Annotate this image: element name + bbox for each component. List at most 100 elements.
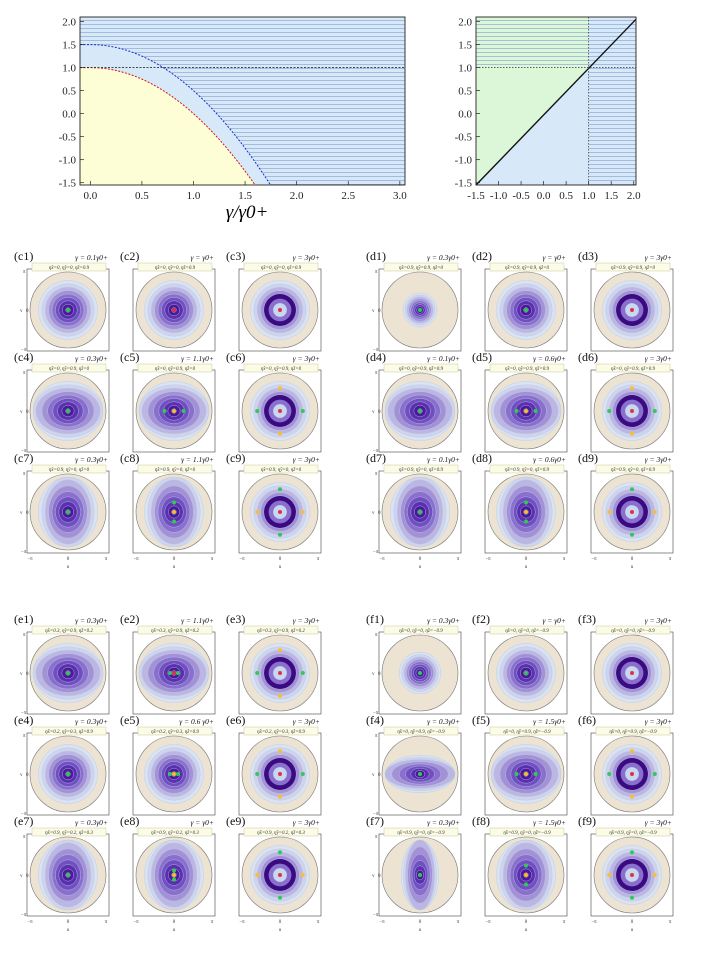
panel-label: (d9): [578, 451, 598, 465]
eta-label: η̃x=0, η̃y=0.9, η̃z=0.9: [505, 367, 549, 372]
zero-tick-v: 0: [26, 511, 29, 516]
neg-pi-tick-u: −π: [591, 557, 597, 562]
panel-group-e: (e1) γ = 0.3γ0+ η̃x=0.3, η̃y=0.9, η̃z=0.2 v…: [14, 612, 322, 933]
panel-label: (c1): [14, 249, 33, 263]
eta-label: η̃x=0.2, η̃y=0.3, η̃z=0.9: [45, 730, 93, 735]
zero-tick-u: 0: [631, 557, 634, 562]
pi-tick-u: π: [211, 557, 214, 562]
critical-point: [630, 749, 634, 754]
eta-label: η̃x=0.9, η̃y=0, η̃z=−0.9: [397, 831, 445, 836]
critical-point: [278, 693, 282, 698]
neg-pi-tick-u: −π: [27, 557, 33, 562]
pi-tick: π: [375, 835, 378, 840]
gamma-label: γ = 0.3γ0+: [75, 455, 108, 464]
tr-ytick-label: 0.5: [458, 86, 472, 98]
critical-point: [524, 510, 528, 514]
gamma-label: γ = 3γ0+: [645, 616, 672, 625]
v-axis-label: v: [372, 773, 375, 778]
gamma-label: γ = 3γ0+: [645, 717, 672, 726]
tr-diagonal: [475, 18, 637, 186]
critical-point: [300, 409, 305, 413]
tr-ytick-label: -1.5: [455, 178, 473, 190]
contour-panel: (d8) γ = 0.6γ0+ η̃x=0.9, η̃y=0, η̃z=0.9 −π 0…: [472, 451, 568, 570]
critical-point: [630, 895, 634, 900]
neg-pi-tick-u: −π: [591, 920, 597, 925]
contour-panel: (f8) γ = 1.5γ0+ η̃x=0.9, η̃y=0, η̃z=−0.9 −π…: [472, 814, 568, 933]
critical-point: [607, 772, 612, 776]
eta-label: η̃x=0.9, η̃y=0.9, η̃z=0: [399, 266, 443, 271]
critical-point: [172, 873, 176, 877]
tr-xtick-label: 2.0: [627, 190, 641, 202]
tr-xtick-label: -1.0: [490, 190, 508, 202]
eta-label: η̃x=0.9, η̃y=0, η̃z=0: [261, 468, 302, 473]
eta-label: η̃x=0, η̃y=0.9, η̃z=−0.9: [609, 730, 657, 735]
critical-point: [524, 409, 528, 413]
eta-label: η̃x=0, η̃y=0, η̃z=0.9: [261, 266, 302, 271]
critical-point: [278, 386, 282, 391]
critical-point: [630, 386, 634, 391]
tl-red-boundary: [80, 67, 256, 186]
critical-point: [418, 308, 422, 312]
critical-point: [66, 308, 70, 312]
contour-panel: (e4) γ = 0.3γ0+ η̃x=0.2, η̃y=0.3, η̃z=0.9 v…: [14, 713, 110, 817]
v-axis-label: v: [372, 874, 375, 879]
pi-tick: π: [375, 734, 378, 739]
critical-point: [630, 794, 634, 799]
v-axis-label: v: [20, 309, 23, 314]
panel-label: (c6): [226, 350, 245, 364]
critical-point: [300, 510, 305, 514]
critical-point: [607, 873, 612, 877]
critical-point: [514, 409, 519, 413]
eta-label: η̃x=0.2, η̃y=0.3, η̃z=0.9: [151, 730, 199, 735]
pi-tick-u: π: [105, 920, 108, 925]
gamma-label: γ = 0.6 γ0+: [179, 717, 214, 726]
eta-label: η̃x=0, η̃y=0.9, η̃z=0.9: [611, 367, 655, 372]
critical-point: [255, 772, 260, 776]
panel-label: (d5): [472, 350, 492, 364]
critical-point: [278, 749, 282, 754]
eta-label: η̃x=0, η̃y=0, η̃z=0.9: [49, 266, 90, 271]
critical-point: [630, 409, 634, 413]
tr-xtick-label: 1.5: [604, 190, 618, 202]
gamma-label: γ = 3γ0+: [293, 616, 320, 625]
u-axis-label: u: [631, 565, 634, 570]
critical-point: [278, 772, 282, 776]
eta-label: η̃x=0, η̃y=0, η̃z=−0.9: [399, 629, 443, 634]
panel-label: (f3): [578, 612, 596, 626]
critical-point: [172, 868, 176, 873]
tr-ytick-label: 0.0: [458, 109, 472, 121]
eta-label: η̃x=0.9, η̃y=0, η̃z=0: [49, 468, 90, 473]
gamma-label: γ = 3γ0+: [293, 818, 320, 827]
eta-label: η̃x=0.3, η̃y=0.9, η̃z=0.2: [45, 629, 93, 634]
tr-ytick-label: 1.0: [458, 63, 472, 75]
top-right-phase-chart: -1.5 -1.0 -0.5 0.0 0.5 1.0 1.5 2.0 2.0 1.5 1.0 0.5…: [455, 16, 641, 202]
gamma-label: γ = 0.3γ0+: [75, 616, 108, 625]
critical-point: [418, 671, 422, 675]
panel-label: (c4): [14, 350, 33, 364]
panel-label: (f4): [366, 713, 384, 727]
panel-label: (f9): [578, 814, 596, 828]
critical-point: [168, 671, 173, 675]
critical-point: [278, 487, 282, 492]
critical-point: [524, 308, 528, 312]
critical-point: [630, 532, 634, 537]
pi-tick-u: π: [563, 557, 566, 562]
critical-point: [418, 409, 422, 413]
panel-label: (d2): [472, 249, 492, 263]
panel-group-f: (f1) γ = 0.3γ0+ η̃x=0, η̃y=0, η̃z=−0.9 v π −π…: [366, 612, 674, 933]
eta-label: η̃x=0, η̃y=0.9, η̃z=−0.9: [503, 730, 551, 735]
zero-tick-v: 0: [26, 672, 29, 677]
zero-tick-v: 0: [26, 410, 29, 415]
critical-point: [278, 532, 282, 537]
gamma-label: γ = 3γ0+: [645, 253, 672, 262]
critical-point: [630, 487, 634, 492]
gamma-label: γ = γ0+: [542, 616, 566, 625]
u-axis-label: u: [67, 565, 70, 570]
tl-ytick-label: -1.0: [59, 155, 77, 167]
zero-tick-v: 0: [26, 309, 29, 314]
panel-label: (e7): [14, 814, 33, 828]
tr-xtick-label: 0.0: [537, 190, 551, 202]
neg-pi-tick-u: −π: [485, 557, 491, 562]
u-axis-label: u: [279, 565, 282, 570]
critical-point: [652, 873, 657, 877]
